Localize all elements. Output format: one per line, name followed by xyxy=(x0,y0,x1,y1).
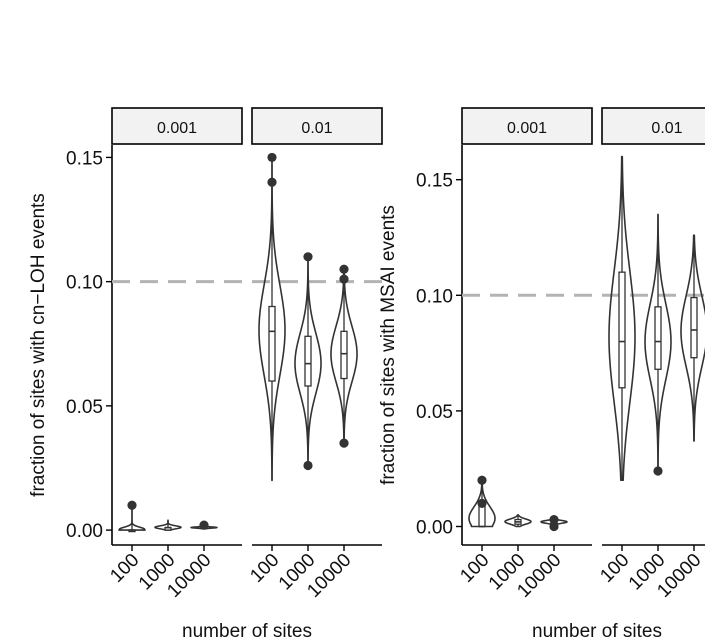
facet-strip-label: 0.01 xyxy=(301,120,332,137)
facet-strip xyxy=(601,107,705,145)
outlier-point xyxy=(549,521,559,532)
box xyxy=(654,306,662,370)
chart-panel-1: 0.00 0.05 0.10 0.15 fraction of sites with c… xyxy=(28,107,383,639)
violin-group-1000: 1000 xyxy=(275,252,322,594)
y-tick-label: 0.05 xyxy=(416,402,453,423)
y-tick-label: 0.15 xyxy=(66,148,103,169)
box xyxy=(340,330,348,380)
outlier-point xyxy=(653,466,663,476)
facet-strip-label: 0.001 xyxy=(157,120,197,137)
box xyxy=(268,305,276,382)
outlier-point xyxy=(303,460,313,471)
y-tick-label: 0.00 xyxy=(66,521,103,542)
facet-strip xyxy=(461,107,593,145)
outlier-point xyxy=(549,514,559,525)
facet-strip-label: 0.001 xyxy=(507,120,547,137)
violin-group-100: 100 xyxy=(246,152,286,587)
outlier-point xyxy=(267,177,277,187)
violin-group-1000: 1000 xyxy=(625,213,672,594)
x-axis-title: number of sites xyxy=(532,621,662,639)
outlier-point xyxy=(303,252,313,262)
chart-panel-2: 0.00 0.05 0.10 0.15 fraction of sites with M… xyxy=(378,107,705,639)
box xyxy=(618,271,626,389)
box xyxy=(304,335,312,387)
facet-strip xyxy=(111,107,243,145)
box xyxy=(690,296,698,359)
y-tick-label: 0.10 xyxy=(416,286,453,307)
outlier-point xyxy=(199,520,209,530)
outlier-point xyxy=(339,264,349,274)
outlier-point xyxy=(127,500,137,510)
y-tick-label: 0.00 xyxy=(416,518,453,539)
y-tick-label: 0.10 xyxy=(66,273,103,294)
facet-strip xyxy=(251,107,383,145)
y-tick-label: 0.05 xyxy=(66,397,103,418)
outlier-point xyxy=(477,475,487,485)
x-axis-title: number of sites xyxy=(182,621,312,639)
y-axis-title: fraction of sites with MSAI events xyxy=(378,205,399,485)
outlier-point xyxy=(339,274,349,284)
facet-strip-label: 0.01 xyxy=(651,120,682,137)
violin-group-10000: 10000 xyxy=(653,234,705,602)
outlier-point xyxy=(267,152,277,163)
y-axis-title: fraction of sites with cn−LOH events xyxy=(28,193,49,497)
y-tick-label: 0.15 xyxy=(416,171,453,192)
outlier-point xyxy=(339,438,349,448)
violin-group-100: 100 xyxy=(596,155,636,587)
outlier-point xyxy=(477,498,487,508)
